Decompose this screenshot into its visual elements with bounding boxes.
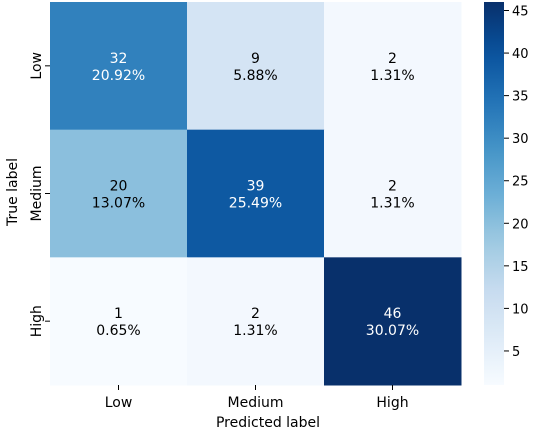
- heatmap-cell: [187, 129, 325, 258]
- heatmap-cell: [187, 257, 325, 386]
- cell-count-label: 39: [247, 179, 265, 195]
- heatmap-cells: [50, 2, 462, 386]
- cell-percent-label: 30.07%: [366, 323, 419, 339]
- y-axis-ticks: Low Medium High: [29, 52, 50, 337]
- colorbar-tick-label: 25: [512, 175, 529, 190]
- cell-count-label: 46: [384, 306, 402, 322]
- y-axis-label: True label: [5, 158, 21, 227]
- heatmap-cell: [324, 257, 462, 386]
- cell-count-label: 2: [251, 306, 260, 322]
- cell-count-label: 20: [110, 179, 128, 195]
- y-tick-label: Medium: [29, 166, 45, 222]
- heatmap-cell: [50, 257, 188, 386]
- y-tick-label: Low: [29, 52, 45, 80]
- colorbar-tick-label: 40: [512, 47, 529, 62]
- cell-percent-label: 13.07%: [92, 196, 145, 212]
- colorbar-tick-label: 30: [512, 132, 529, 147]
- heatmap-cell: [187, 2, 325, 131]
- colorbar-tick-label: 35: [512, 90, 529, 105]
- x-axis-ticks: Low Medium High: [105, 385, 409, 411]
- x-axis-label: Predicted label: [216, 415, 320, 431]
- cell-count-label: 2: [388, 51, 397, 67]
- x-tick-label: High: [376, 395, 408, 411]
- cell-percent-label: 5.88%: [233, 68, 277, 84]
- heatmap-cell: [50, 2, 188, 131]
- cell-percent-label: 0.65%: [96, 323, 140, 339]
- cell-percent-label: 1.31%: [233, 323, 277, 339]
- colorbar: 5 10 15 20 25 30 35 40 45: [484, 2, 529, 385]
- x-tick-label: Medium: [228, 395, 284, 411]
- colorbar-tick-label: 45: [512, 5, 529, 20]
- cell-percent-label: 1.31%: [370, 196, 414, 212]
- cell-count-label: 9: [251, 51, 260, 67]
- cell-count-label: 2: [388, 179, 397, 195]
- heatmap-cell: [324, 129, 462, 258]
- cell-count-label: 32: [110, 51, 128, 67]
- heatmap-cell: [324, 2, 462, 131]
- cell-percent-label: 20.92%: [92, 68, 145, 84]
- colorbar-tick-label: 10: [512, 302, 529, 317]
- colorbar-tick-label: 5: [512, 345, 520, 360]
- cell-percent-label: 25.49%: [229, 196, 282, 212]
- colorbar-tick-label: 15: [512, 260, 529, 275]
- y-tick-label: High: [29, 305, 45, 337]
- cell-count-label: 1: [114, 306, 123, 322]
- colorbar-gradient: [484, 2, 504, 385]
- colorbar-tick-label: 20: [512, 217, 529, 232]
- x-tick-label: Low: [105, 395, 133, 411]
- cell-percent-label: 1.31%: [370, 68, 414, 84]
- heatmap-cell: [50, 129, 188, 258]
- heatmap-cell-labels: 3220.92%95.88%21.31%2013.07%3925.49%21.3…: [92, 51, 419, 339]
